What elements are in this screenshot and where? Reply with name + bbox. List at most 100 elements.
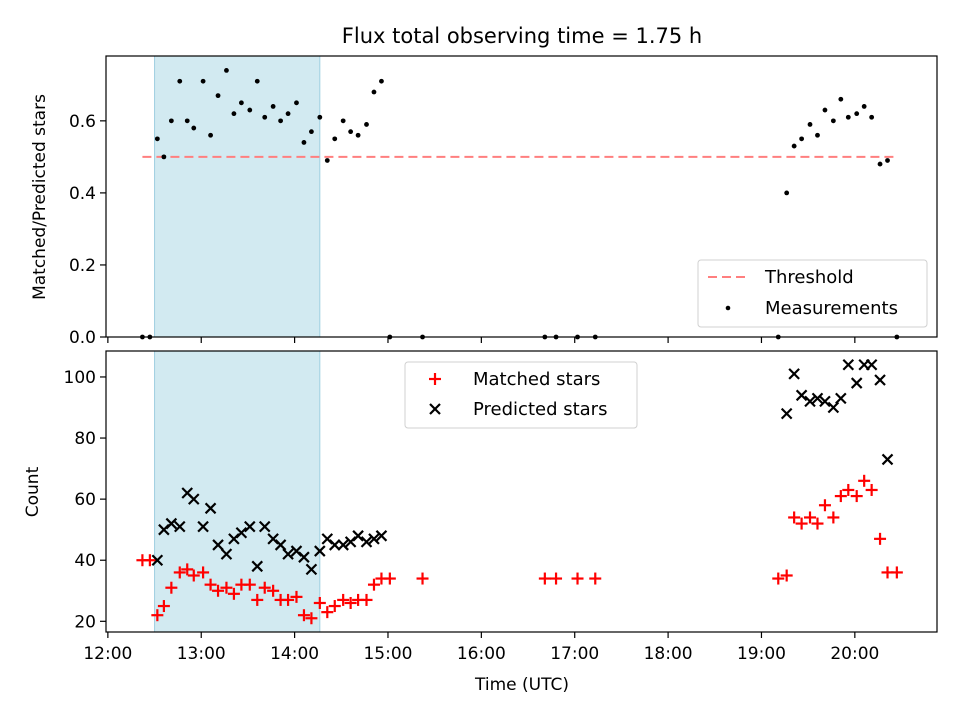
- matched-star-point: [197, 566, 210, 579]
- measurement-point: [885, 158, 890, 163]
- predicted-star-point: [337, 539, 349, 551]
- measurement-point: [200, 78, 206, 84]
- top-ytick-label: 0.0: [69, 328, 96, 348]
- top-panel: Flux total observing time = 1.75 h 0.00.…: [30, 24, 938, 348]
- top-title: Flux total observing time = 1.75 h: [342, 24, 702, 48]
- top-ylabel: Matched/Predicted stars: [30, 94, 50, 300]
- predicted-star-point: [804, 395, 816, 408]
- matched-star-point: [842, 483, 855, 496]
- predicted-star-point: [865, 358, 878, 371]
- predicted-star-stroke-b: [235, 526, 248, 539]
- matched-star-point: [788, 511, 801, 524]
- predicted-star-point: [795, 389, 808, 402]
- measurement-point: [215, 93, 221, 99]
- measurement-point: [854, 111, 860, 117]
- predicted-star-stroke-b: [204, 502, 217, 515]
- predicted-star-stroke-b: [328, 539, 341, 551]
- measurement-point: [208, 132, 213, 138]
- predicted-star-point: [780, 407, 793, 420]
- matched-star-point: [328, 600, 341, 613]
- measurement-point: [340, 118, 346, 124]
- top-legend-box: [697, 259, 928, 328]
- bottom-yticks: 20 40 60 80 100: [64, 368, 106, 632]
- matched-star-point: [874, 532, 887, 545]
- predicted-star-stroke-b: [258, 520, 271, 533]
- matched-star-point: [143, 554, 156, 567]
- matched-star-point: [383, 572, 396, 585]
- predicted-star-point: [305, 563, 318, 576]
- measurement-point: [161, 154, 167, 160]
- predicted-star-stroke-b: [865, 358, 878, 371]
- predicted-star-stroke-b: [360, 536, 373, 548]
- matched-star-point: [850, 490, 863, 503]
- predicted-star-stroke-b: [819, 395, 831, 408]
- matched-star-point: [804, 511, 817, 524]
- measurement-point: [784, 190, 790, 196]
- bottom-xlabel: Time (UTC): [474, 675, 569, 695]
- measurement-point: [177, 78, 183, 84]
- bottom-xtick-label: 12:00: [83, 644, 132, 664]
- matched-star-point: [550, 572, 563, 585]
- predicted-star-stroke-b: [274, 539, 287, 551]
- bottom-panel: 20 40 60 80 100 12:00 13:00 14:00 15:00 16:00 17:…: [23, 350, 938, 695]
- bottom-xtick-label: 18:00: [644, 644, 693, 664]
- predicted-star-point: [251, 560, 264, 573]
- measurement-point: [168, 118, 174, 124]
- predicted-star-point: [282, 548, 294, 560]
- predicted-star-stroke-b: [197, 520, 209, 533]
- measurement-point: [815, 132, 820, 138]
- bottom-ytick-label: 80: [74, 429, 96, 449]
- predicted-star-stroke-b: [212, 539, 224, 551]
- bottom-xtick-label: 16:00: [457, 644, 506, 664]
- matched-star-point: [834, 490, 847, 503]
- predicted-star-point: [842, 358, 855, 371]
- matched-star-point: [321, 606, 334, 619]
- matched-star-point: [243, 578, 256, 591]
- bottom-ytick-label: 100: [64, 368, 96, 388]
- predicted-star-stroke-b: [352, 530, 364, 542]
- predicted-star-stroke-b: [804, 395, 816, 408]
- predicted-star-stroke-b: [244, 520, 256, 533]
- measurement-point: [364, 122, 369, 127]
- predicted-star-stroke-b: [321, 533, 334, 545]
- measurement-point: [270, 104, 276, 109]
- predicted-star-point: [368, 533, 380, 545]
- measurement-point: [838, 96, 844, 102]
- matched-star-point: [858, 474, 871, 487]
- measurement-point: [317, 114, 323, 120]
- matched-star-point: [220, 581, 233, 594]
- predicted-star-point: [328, 539, 341, 551]
- predicted-star-point: [258, 520, 271, 533]
- predicted-star-point: [187, 493, 200, 505]
- predicted-star-stroke-b: [375, 530, 388, 542]
- legend-measurements-swatch: [725, 305, 731, 311]
- measurement-point: [184, 118, 190, 124]
- predicted-star-point: [827, 401, 840, 414]
- measurement-points: [140, 68, 900, 340]
- top-axes-frame: [105, 55, 938, 338]
- measurement-point: [355, 132, 361, 138]
- matched-star-point: [337, 593, 350, 606]
- predicted-star-stroke-b: [368, 533, 380, 545]
- measurement-point: [877, 161, 883, 167]
- legend-measurements-label: Measurements: [765, 298, 898, 319]
- matched-star-point: [827, 511, 840, 524]
- predicted-star-point: [788, 368, 800, 380]
- measurement-point: [822, 107, 828, 113]
- matched-star-point: [305, 612, 318, 625]
- matched-star-point: [181, 563, 194, 576]
- predicted-star-stroke-b: [173, 520, 186, 533]
- measurement-point: [309, 129, 314, 135]
- predicted-star-point: [244, 520, 256, 533]
- predicted-star-point: [819, 395, 831, 408]
- predicted-star-point: [850, 377, 863, 389]
- predicted-star-point: [274, 539, 287, 551]
- measurement-point: [799, 136, 805, 142]
- matched-star-point: [165, 581, 178, 594]
- predicted-star-point: [173, 520, 186, 533]
- predicted-star-stroke-b: [220, 548, 233, 560]
- matched-star-point: [282, 593, 295, 606]
- predicted-star-point: [151, 554, 164, 567]
- predicted-star-point: [298, 551, 310, 563]
